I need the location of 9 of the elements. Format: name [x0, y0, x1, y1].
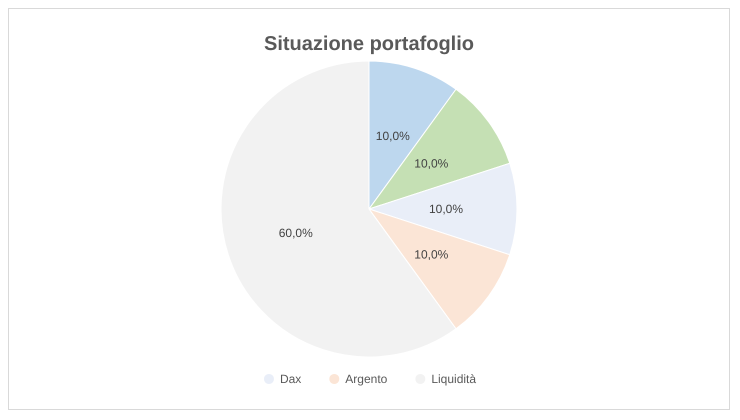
data-label: 10,0% — [414, 247, 449, 262]
chart-title: Situazione portafoglio — [264, 33, 474, 55]
data-label: 10,0% — [414, 156, 449, 171]
data-label: 10,0% — [428, 202, 464, 216]
data-label: 60,0% — [278, 226, 314, 240]
data-label: 10,0% — [376, 128, 410, 143]
legend-label: Argento — [345, 372, 388, 386]
legend-label: Dax — [280, 372, 302, 386]
legend-label: Liquidità — [431, 372, 476, 386]
